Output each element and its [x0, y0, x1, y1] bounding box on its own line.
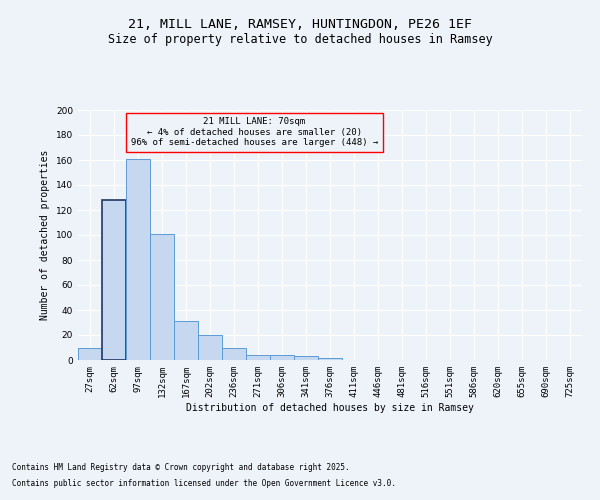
Text: 21, MILL LANE, RAMSEY, HUNTINGDON, PE26 1EF: 21, MILL LANE, RAMSEY, HUNTINGDON, PE26 … [128, 18, 472, 30]
Text: Contains public sector information licensed under the Open Government Licence v3: Contains public sector information licen… [12, 478, 396, 488]
Bar [78, 348, 102, 360]
Text: 21 MILL LANE: 70sqm
← 4% of detached houses are smaller (20)
96% of semi-detache: 21 MILL LANE: 70sqm ← 4% of detached hou… [131, 118, 378, 148]
Bar [270, 355, 294, 360]
Bar [126, 159, 150, 360]
Bar [198, 335, 222, 360]
Bar [246, 355, 270, 360]
Bar [222, 348, 246, 360]
Bar [150, 234, 174, 360]
Bar [318, 358, 342, 360]
Text: Contains HM Land Registry data © Crown copyright and database right 2025.: Contains HM Land Registry data © Crown c… [12, 464, 350, 472]
Bar [174, 322, 198, 360]
Bar [102, 200, 126, 360]
Bar [294, 356, 318, 360]
Y-axis label: Number of detached properties: Number of detached properties [40, 150, 50, 320]
X-axis label: Distribution of detached houses by size in Ramsey: Distribution of detached houses by size … [186, 402, 474, 412]
Text: Size of property relative to detached houses in Ramsey: Size of property relative to detached ho… [107, 32, 493, 46]
